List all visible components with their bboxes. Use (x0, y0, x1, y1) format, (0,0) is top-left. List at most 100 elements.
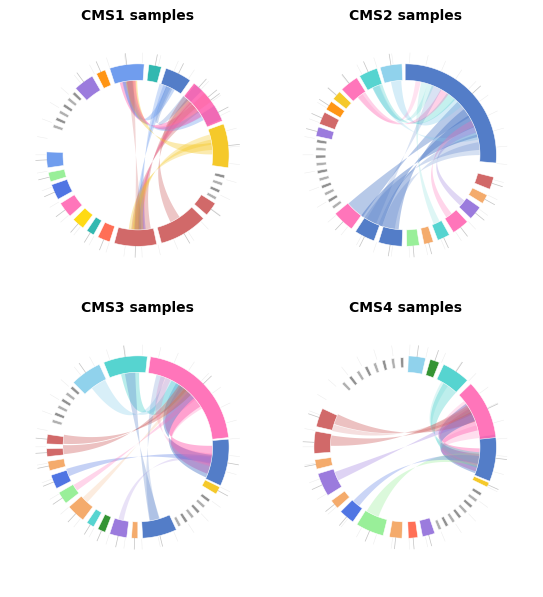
PathPatch shape (55, 117, 66, 124)
PathPatch shape (132, 134, 212, 230)
PathPatch shape (206, 439, 229, 485)
PathPatch shape (53, 125, 63, 131)
PathPatch shape (316, 147, 326, 151)
PathPatch shape (114, 227, 157, 247)
PathPatch shape (361, 115, 478, 226)
PathPatch shape (407, 229, 419, 247)
PathPatch shape (364, 366, 371, 376)
PathPatch shape (157, 207, 204, 243)
PathPatch shape (59, 485, 79, 503)
PathPatch shape (426, 359, 439, 378)
PathPatch shape (147, 64, 161, 83)
PathPatch shape (63, 104, 73, 112)
PathPatch shape (356, 371, 364, 380)
PathPatch shape (66, 392, 75, 401)
PathPatch shape (408, 356, 426, 374)
PathPatch shape (317, 140, 327, 144)
PathPatch shape (421, 226, 433, 244)
PathPatch shape (110, 64, 144, 84)
PathPatch shape (212, 180, 223, 186)
PathPatch shape (191, 504, 200, 513)
PathPatch shape (358, 90, 449, 124)
PathPatch shape (51, 470, 71, 488)
PathPatch shape (315, 457, 332, 469)
PathPatch shape (435, 519, 441, 530)
PathPatch shape (52, 420, 62, 425)
PathPatch shape (319, 176, 329, 181)
PathPatch shape (408, 521, 418, 538)
PathPatch shape (445, 210, 468, 232)
PathPatch shape (382, 360, 387, 370)
PathPatch shape (405, 64, 496, 163)
PathPatch shape (321, 182, 332, 189)
PathPatch shape (48, 170, 66, 181)
PathPatch shape (135, 101, 197, 230)
PathPatch shape (437, 364, 468, 392)
PathPatch shape (439, 404, 479, 473)
PathPatch shape (69, 496, 93, 520)
PathPatch shape (353, 455, 479, 506)
PathPatch shape (127, 81, 201, 130)
PathPatch shape (333, 92, 351, 109)
PathPatch shape (83, 387, 188, 502)
PathPatch shape (87, 217, 102, 235)
PathPatch shape (342, 78, 365, 101)
PathPatch shape (475, 435, 496, 481)
PathPatch shape (340, 500, 362, 522)
PathPatch shape (129, 140, 212, 230)
PathPatch shape (391, 81, 462, 125)
PathPatch shape (131, 522, 138, 538)
PathPatch shape (47, 152, 64, 168)
PathPatch shape (367, 85, 441, 224)
PathPatch shape (148, 357, 229, 439)
PathPatch shape (75, 76, 100, 100)
PathPatch shape (332, 407, 471, 436)
PathPatch shape (472, 476, 489, 487)
PathPatch shape (334, 412, 476, 433)
PathPatch shape (127, 81, 141, 230)
PathPatch shape (334, 413, 475, 481)
PathPatch shape (87, 509, 102, 527)
PathPatch shape (165, 386, 213, 474)
PathPatch shape (131, 102, 199, 230)
PathPatch shape (122, 81, 204, 131)
PathPatch shape (47, 435, 64, 445)
PathPatch shape (459, 198, 480, 219)
PathPatch shape (200, 494, 210, 502)
PathPatch shape (193, 93, 212, 111)
PathPatch shape (104, 356, 147, 378)
PathPatch shape (72, 92, 81, 101)
PathPatch shape (98, 222, 115, 242)
PathPatch shape (125, 80, 213, 155)
PathPatch shape (335, 203, 361, 229)
PathPatch shape (318, 469, 342, 496)
PathPatch shape (142, 515, 176, 538)
PathPatch shape (453, 509, 462, 518)
PathPatch shape (468, 494, 477, 502)
PathPatch shape (380, 64, 402, 83)
PathPatch shape (186, 509, 194, 518)
PathPatch shape (138, 84, 167, 230)
PathPatch shape (440, 408, 480, 472)
PathPatch shape (319, 112, 339, 130)
PathPatch shape (158, 96, 192, 222)
PathPatch shape (60, 195, 82, 216)
PathPatch shape (349, 376, 357, 386)
PathPatch shape (138, 99, 196, 230)
PathPatch shape (324, 189, 334, 196)
PathPatch shape (134, 85, 171, 230)
PathPatch shape (174, 516, 181, 527)
PathPatch shape (431, 121, 474, 217)
PathPatch shape (431, 383, 480, 467)
PathPatch shape (200, 106, 222, 126)
PathPatch shape (118, 456, 212, 521)
PathPatch shape (316, 127, 334, 140)
PathPatch shape (67, 98, 77, 106)
PathPatch shape (180, 513, 188, 523)
PathPatch shape (121, 373, 187, 415)
PathPatch shape (155, 376, 212, 465)
PathPatch shape (472, 488, 482, 496)
PathPatch shape (73, 364, 106, 394)
PathPatch shape (147, 375, 165, 521)
Title: CMS1 samples: CMS1 samples (81, 9, 194, 23)
